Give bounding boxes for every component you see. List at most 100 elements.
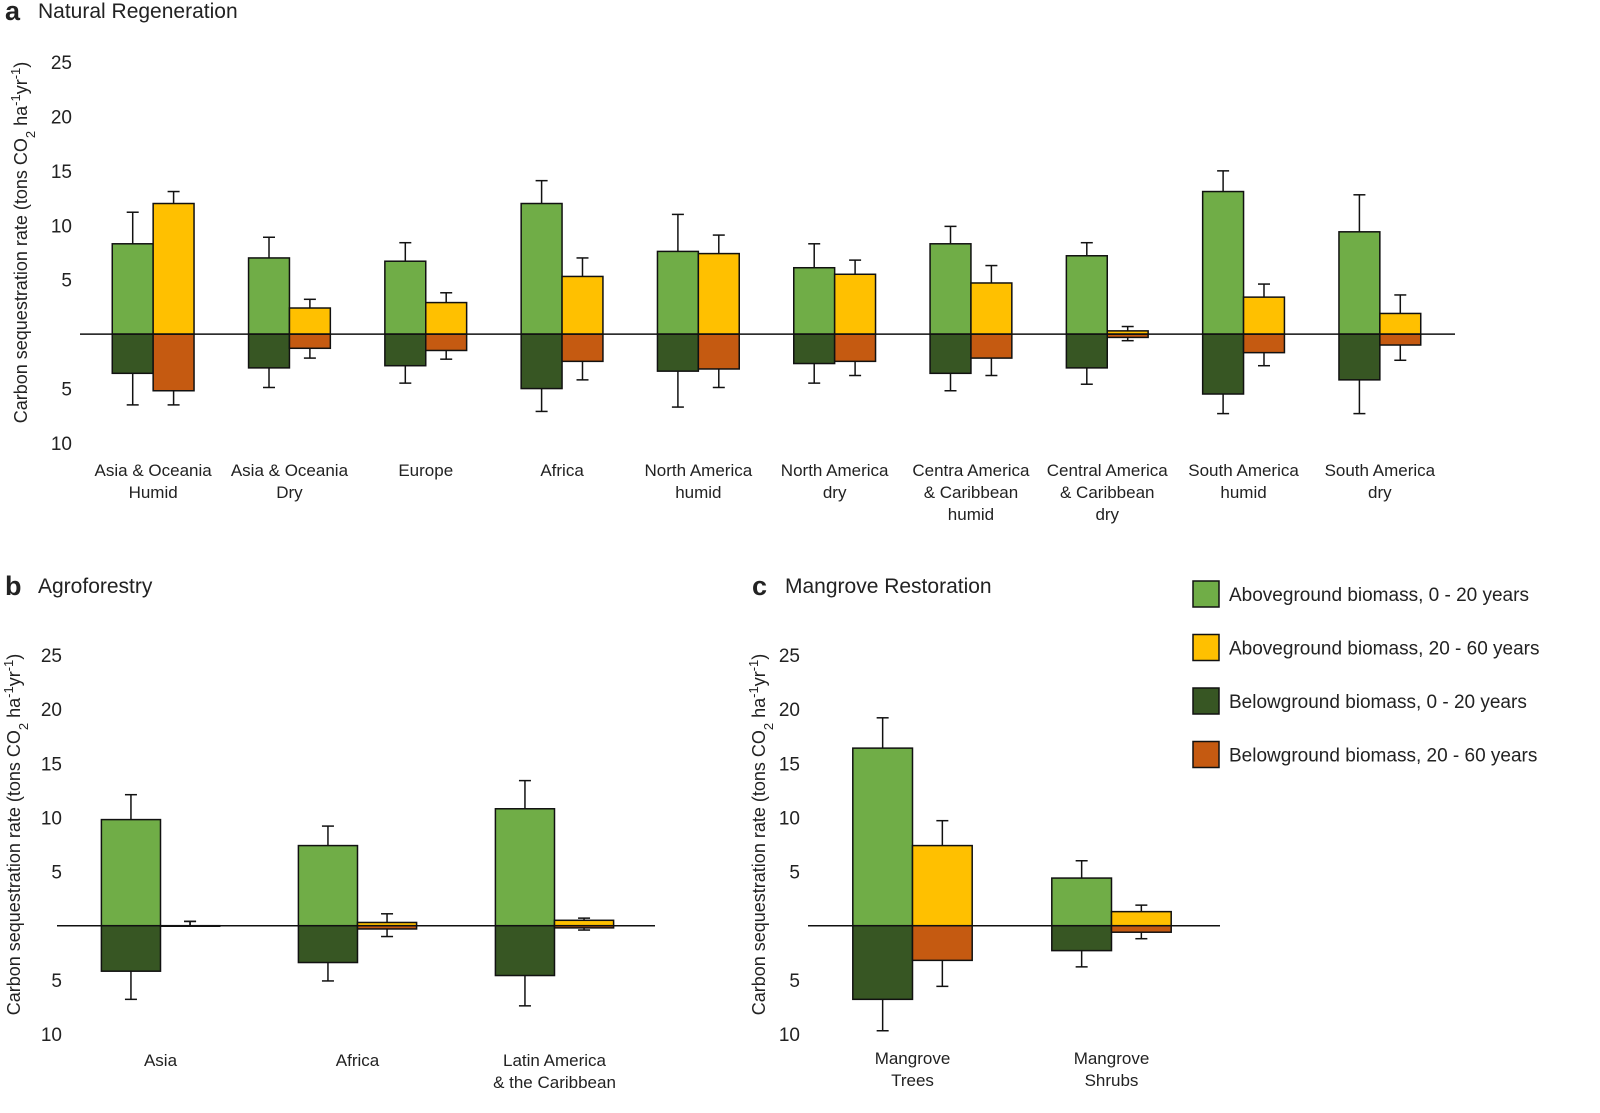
- error-bar: [671, 213, 684, 252]
- error-bar: [126, 211, 139, 244]
- y-tick-label: 10: [779, 1025, 800, 1046]
- y-axis-label-part: yr: [11, 79, 31, 94]
- panel-title: Mangrove Restoration: [785, 575, 992, 598]
- bar: [520, 333, 563, 390]
- bar: [425, 333, 468, 352]
- error-bar: [263, 236, 276, 258]
- bar: [833, 333, 877, 363]
- x-tick-label: & Caribbean: [924, 483, 1019, 502]
- bar: [852, 924, 914, 1001]
- y-tick-label: 5: [789, 863, 800, 884]
- error-bar: [399, 365, 412, 384]
- bar: [1065, 333, 1108, 369]
- legend-swatch: [1192, 687, 1220, 715]
- x-tick-label: dry: [823, 483, 847, 502]
- bar: [793, 333, 836, 365]
- x-tick-label: South America: [1325, 461, 1436, 480]
- error-bar: [124, 971, 137, 1001]
- y-tick-label: 5: [51, 863, 62, 884]
- error-bar: [985, 264, 998, 283]
- x-tick-label: North America: [644, 461, 752, 480]
- x-tick-label: Trees: [891, 1071, 934, 1090]
- y-tick-label: 5: [61, 380, 72, 401]
- error-bar: [303, 348, 316, 359]
- bar: [111, 333, 154, 375]
- x-tick-label: Centra America: [912, 461, 1030, 480]
- bar: [520, 202, 563, 335]
- y-tick-label: 10: [51, 434, 72, 455]
- error-bar: [440, 292, 453, 303]
- y-axis-label-part: ): [11, 62, 31, 68]
- bar: [929, 333, 972, 375]
- y-tick-label: 5: [61, 271, 72, 292]
- x-tick-label: Humid: [129, 483, 178, 502]
- bar: [911, 924, 973, 962]
- error-bar: [167, 390, 180, 406]
- error-bar: [936, 960, 949, 988]
- x-tick-label: North America: [781, 461, 889, 480]
- y-tick-label: 10: [41, 1025, 62, 1046]
- x-tick-label: dry: [1095, 505, 1119, 524]
- x-tick-label: Shrubs: [1085, 1071, 1139, 1090]
- y-tick-label: 10: [779, 808, 800, 829]
- y-tick-label: 5: [789, 971, 800, 992]
- bar: [929, 243, 972, 335]
- legend-swatch: [1192, 740, 1220, 769]
- bar: [697, 252, 740, 335]
- y-tick-label: 15: [779, 754, 800, 775]
- bar: [1338, 231, 1381, 335]
- bar: [1051, 877, 1113, 927]
- bar: [384, 260, 427, 335]
- panel-title: Natural Regeneration: [38, 0, 238, 23]
- y-axis-label-part: ): [4, 654, 24, 660]
- bar: [970, 282, 1013, 335]
- bar: [852, 747, 914, 927]
- bar: [100, 924, 162, 972]
- error-bar: [1394, 345, 1407, 362]
- bar: [561, 275, 604, 335]
- legend-label: Aboveground biomass, 0 - 20 years: [1229, 585, 1529, 606]
- bar: [288, 333, 332, 350]
- error-bar: [876, 717, 889, 749]
- x-tick-label: Asia & Oceania: [231, 461, 349, 480]
- error-bar: [126, 373, 139, 406]
- error-bar: [808, 243, 821, 268]
- bar: [297, 844, 359, 927]
- x-tick-label: Latin America: [503, 1051, 607, 1070]
- bar: [656, 333, 700, 372]
- bar: [1110, 924, 1172, 933]
- bar: [1110, 910, 1172, 927]
- error-bar: [936, 819, 949, 846]
- y-axis-label-part: ha: [4, 697, 24, 723]
- error-bar: [671, 371, 684, 408]
- error-bar: [1075, 859, 1088, 879]
- error-bar: [1394, 294, 1407, 314]
- x-tick-label: Central America: [1047, 461, 1168, 480]
- bar: [100, 818, 162, 927]
- x-tick-label: humid: [675, 483, 721, 502]
- x-tick-label: Asia & Oceania: [95, 461, 213, 480]
- y-tick-label: 15: [51, 162, 72, 183]
- error-bar: [1121, 337, 1134, 342]
- error-bar: [576, 361, 589, 381]
- error-bar: [849, 361, 862, 377]
- bar: [1379, 333, 1422, 346]
- error-bar: [808, 363, 821, 384]
- error-bar: [1353, 379, 1366, 415]
- y-axis-label-part: Carbon sequestration rate (tons CO: [11, 138, 31, 423]
- x-tick-label: Africa: [540, 461, 584, 480]
- bar: [1065, 255, 1108, 335]
- bar: [494, 808, 556, 927]
- bar: [1242, 296, 1286, 335]
- error-bar: [1217, 170, 1230, 192]
- bar: [1242, 333, 1286, 354]
- error-bar: [263, 367, 276, 389]
- error-bar: [578, 917, 591, 921]
- bar: [111, 243, 154, 335]
- y-axis-label-part: -1: [746, 660, 761, 672]
- y-axis-label-part: ha: [749, 697, 769, 723]
- x-tick-label: humid: [948, 505, 994, 524]
- bar: [656, 250, 700, 335]
- panel-letter: a: [5, 0, 21, 26]
